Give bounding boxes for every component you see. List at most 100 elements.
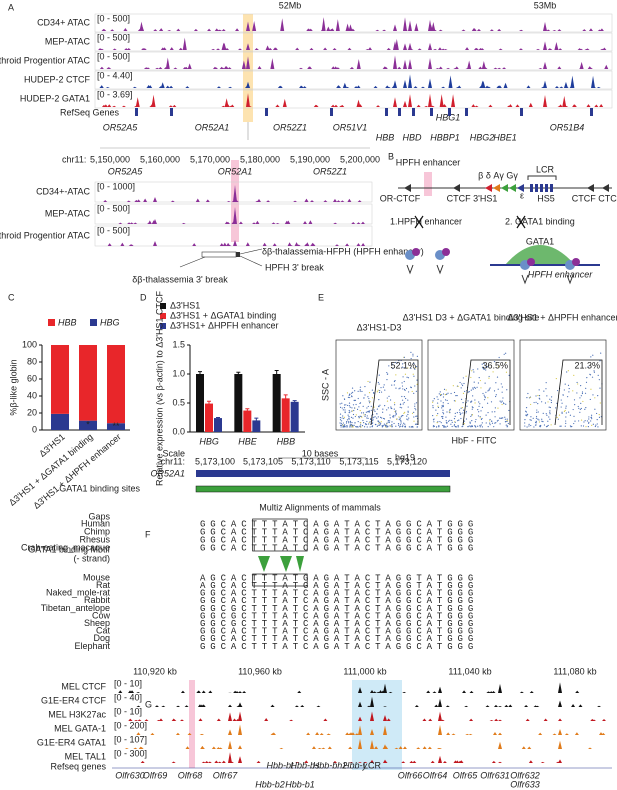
- event-dot: [340, 422, 342, 424]
- event-dot: [460, 387, 462, 389]
- signal-peak: [228, 704, 232, 707]
- signal-peak: [208, 690, 213, 693]
- signal-peak: [284, 220, 289, 224]
- species-name: Rat: [96, 580, 111, 590]
- event-dot: [342, 415, 344, 417]
- event-dot: [580, 407, 582, 410]
- track-label: HUDEP-2 GATA1: [20, 93, 90, 103]
- event-dot: [432, 425, 435, 427]
- event-dot: [479, 426, 481, 428]
- event-dot: [446, 411, 448, 413]
- signal-peak: [173, 67, 178, 69]
- event-dot: [593, 370, 595, 372]
- signal-peak: [198, 718, 203, 721]
- event-dot: [495, 395, 497, 398]
- event-dot: [591, 376, 594, 378]
- event-dot: [369, 402, 371, 404]
- signal-peak: [428, 78, 432, 88]
- event-dot: [573, 415, 575, 417]
- signal-peak: [288, 244, 293, 246]
- event-dot: [370, 405, 372, 407]
- track-range: [0 - 500]: [97, 225, 130, 235]
- event-dot: [572, 408, 574, 411]
- event-dot: [590, 420, 592, 422]
- signal-peak: [226, 221, 231, 224]
- signal-peak: [289, 719, 294, 721]
- signal-peak: [438, 724, 442, 735]
- event-dot: [498, 356, 500, 359]
- coord-label: 53Mb: [534, 0, 557, 10]
- event-dot: [347, 396, 349, 398]
- event-dot: [545, 382, 547, 384]
- signal-peak: [525, 718, 530, 721]
- signal-peak: [168, 105, 173, 107]
- coord-label: 110,960 kb: [238, 666, 282, 676]
- event-dot: [401, 395, 403, 398]
- track-label: Erythroid Progentior ATAC: [0, 230, 90, 240]
- signal-peak: [265, 45, 270, 50]
- plot-frame: [519, 339, 607, 431]
- event-dot: [504, 416, 506, 418]
- event-dot: [466, 405, 468, 407]
- label: GATA1 binding Motif: [28, 544, 110, 554]
- signal-peak: [330, 28, 335, 31]
- signal-peak: [570, 75, 575, 88]
- signal-peak: [508, 104, 513, 107]
- signal-peak: [219, 243, 224, 246]
- signal-peak: [214, 760, 219, 763]
- event-dot: [354, 422, 356, 424]
- signal-peak: [238, 702, 242, 707]
- event-dot: [494, 422, 496, 424]
- sequence: GGCACTTTATCAGATACTAGGCATGGG: [200, 642, 478, 652]
- event-dot: [414, 385, 416, 387]
- event-dot: [494, 407, 496, 409]
- signal-peak: [498, 683, 502, 693]
- signal-peak: [245, 242, 250, 246]
- event-dot: [481, 417, 483, 420]
- event-dot: [525, 411, 528, 413]
- event-dot: [386, 422, 388, 424]
- event-dot: [411, 412, 414, 414]
- annotation-line: [179, 248, 263, 268]
- event-dot: [524, 425, 526, 427]
- event-dot: [413, 375, 415, 377]
- signal-peak: [214, 28, 219, 31]
- signal-peak: [126, 48, 131, 50]
- signal-peak: [497, 67, 502, 69]
- label: HPFH enhancer: [396, 157, 461, 167]
- signal-peak: [471, 104, 476, 107]
- event-dot: [449, 419, 451, 421]
- event-dot: [386, 400, 389, 402]
- signal-peak: [383, 683, 387, 693]
- event-dot: [530, 403, 532, 406]
- event-dot: [416, 355, 418, 357]
- event-dot: [386, 379, 388, 381]
- gene-mark: [135, 108, 138, 116]
- event-dot: [391, 421, 393, 423]
- gene-label: Hbb-y: [343, 760, 368, 770]
- gene-label: Olfr69: [143, 770, 168, 780]
- signal-peak: [246, 21, 250, 31]
- event-dot: [364, 394, 366, 396]
- signal-peak: [496, 85, 501, 88]
- event-dot: [387, 420, 389, 422]
- gene-mark: [330, 108, 333, 116]
- event-dot: [339, 413, 342, 415]
- event-dot: [496, 420, 498, 422]
- signal-peak: [504, 704, 509, 707]
- event-dot: [488, 375, 490, 378]
- event-dot: [404, 426, 406, 428]
- signal-peak: [216, 718, 221, 721]
- event-dot: [340, 420, 343, 422]
- signal-peak: [153, 197, 157, 202]
- gate: [462, 359, 511, 426]
- event-dot: [482, 368, 484, 370]
- track-range: [0 - 1000]: [97, 181, 135, 191]
- refseq-label: RefSeq Genes: [60, 107, 120, 117]
- signal-peak: [238, 745, 242, 749]
- track-range: [0 - 200]: [114, 720, 147, 730]
- event-dot: [407, 419, 409, 421]
- event-dot: [404, 411, 406, 413]
- signal-peak: [222, 42, 227, 50]
- event-dot: [407, 413, 409, 416]
